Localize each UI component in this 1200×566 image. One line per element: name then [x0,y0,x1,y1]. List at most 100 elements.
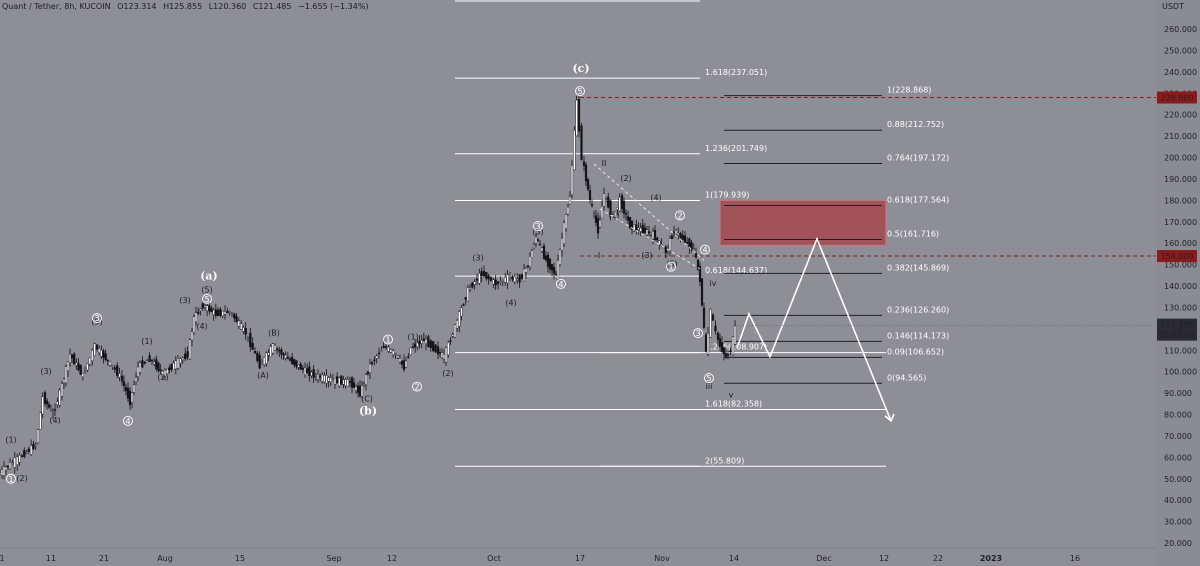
y-tick-label: 140.000 [1164,282,1197,291]
candle-body [688,238,691,249]
wave-circle-label: 2 [414,383,419,392]
candle-body [558,249,562,265]
candle-body [404,360,408,368]
candle-body [492,279,495,285]
candle-body [153,361,156,365]
candle-body [176,358,180,369]
candle-body [674,229,678,235]
candle-body [432,341,435,352]
x-tick-label: 22 [933,554,943,563]
wave-degree-label: (b) [359,405,377,418]
candle-body [568,196,572,205]
wave-label: (5) [666,260,677,269]
candle-body [453,324,457,338]
candle-body [184,353,187,359]
candle-body [253,351,257,354]
candle-body [206,305,209,311]
wave-label: (5) [201,285,212,294]
candle-body [711,314,715,321]
candle-body [384,346,388,348]
candle-body [556,260,560,280]
candle-body [662,247,665,249]
candle-body [731,336,735,355]
candle-body [159,369,162,371]
candle-body [524,267,528,273]
y-tick-label: 130.000 [1164,303,1197,312]
candle-body [368,363,372,373]
y-tick-label: 150.000 [1164,261,1197,270]
candle-body [197,311,200,314]
wave-label: I [598,251,600,260]
wave-circle-marker [202,293,212,304]
candle-body [377,352,381,355]
y-tick-label: 160.000 [1164,239,1197,248]
fib-extension-label: 1.618(82.358) [705,399,762,408]
candle-body [664,246,667,254]
x-tick-label: 17 [575,554,585,563]
fib-retracement-label: 0.88(212.752) [887,120,944,129]
candle-body [329,377,332,383]
candle-body [20,455,24,457]
candle-body [284,355,287,358]
wave-circle-marker [693,328,703,339]
candle-body [235,315,238,323]
x-tick-label: 2023 [980,554,1002,563]
x-tick-label: 11 [46,554,56,563]
candle-body [414,343,417,348]
candle-body [51,412,55,415]
y-tick-label: 240.000 [1164,68,1197,77]
candle-body [208,305,211,312]
y-tick-label: 50.000 [1164,475,1192,484]
candle-body [134,377,138,383]
wave-circle-marker [575,86,585,97]
x-tick-label: Sep [326,554,341,563]
candle-body [513,276,516,282]
candle-body [462,304,465,306]
candle-body [733,325,737,345]
candle-body [47,404,51,408]
wave-circle-marker [92,313,102,324]
x-tick-label: 21 [99,554,109,563]
candle-body [499,281,502,283]
candle-body [456,320,459,329]
candle-body [542,245,546,259]
wave-label: (4) [650,193,661,202]
candle-body [616,207,619,210]
wave-label: (1) [407,333,418,342]
fib-retracement-label: 0(94.565) [887,373,926,382]
candle-body [168,367,171,371]
candle-body [626,216,630,221]
candle-body [32,443,35,449]
candle-body [27,448,30,452]
candle-body [670,235,674,239]
candle-body [520,274,524,280]
candle-body [658,240,661,245]
candle-body [116,365,119,376]
fib-retracement-label: 0.618(177.564) [887,196,949,205]
candle-body [660,244,663,247]
wave-label: (5) [91,318,102,327]
candle-body [473,281,476,285]
candle-body [475,278,479,281]
candle-body [265,352,268,364]
x-tick-label: 1 [0,554,5,563]
candle-body [155,359,158,370]
candle-body [228,311,231,313]
candle-body [639,227,642,232]
y-tick-label: 30.000 [1164,518,1192,527]
candle-body [360,385,364,397]
x-tick-label: Nov [654,554,670,563]
candle-body [466,287,469,302]
candle-body [588,190,592,201]
candle-body [314,375,317,377]
candle-body [647,231,651,234]
candle-body [45,400,49,405]
candle-body [686,242,689,244]
candle-body [396,355,400,359]
candle-body [130,392,134,403]
wave-label: (4) [505,298,516,307]
fib-retracement-label: 0.09(106.652) [887,347,944,356]
wave-circle-marker [666,261,676,272]
